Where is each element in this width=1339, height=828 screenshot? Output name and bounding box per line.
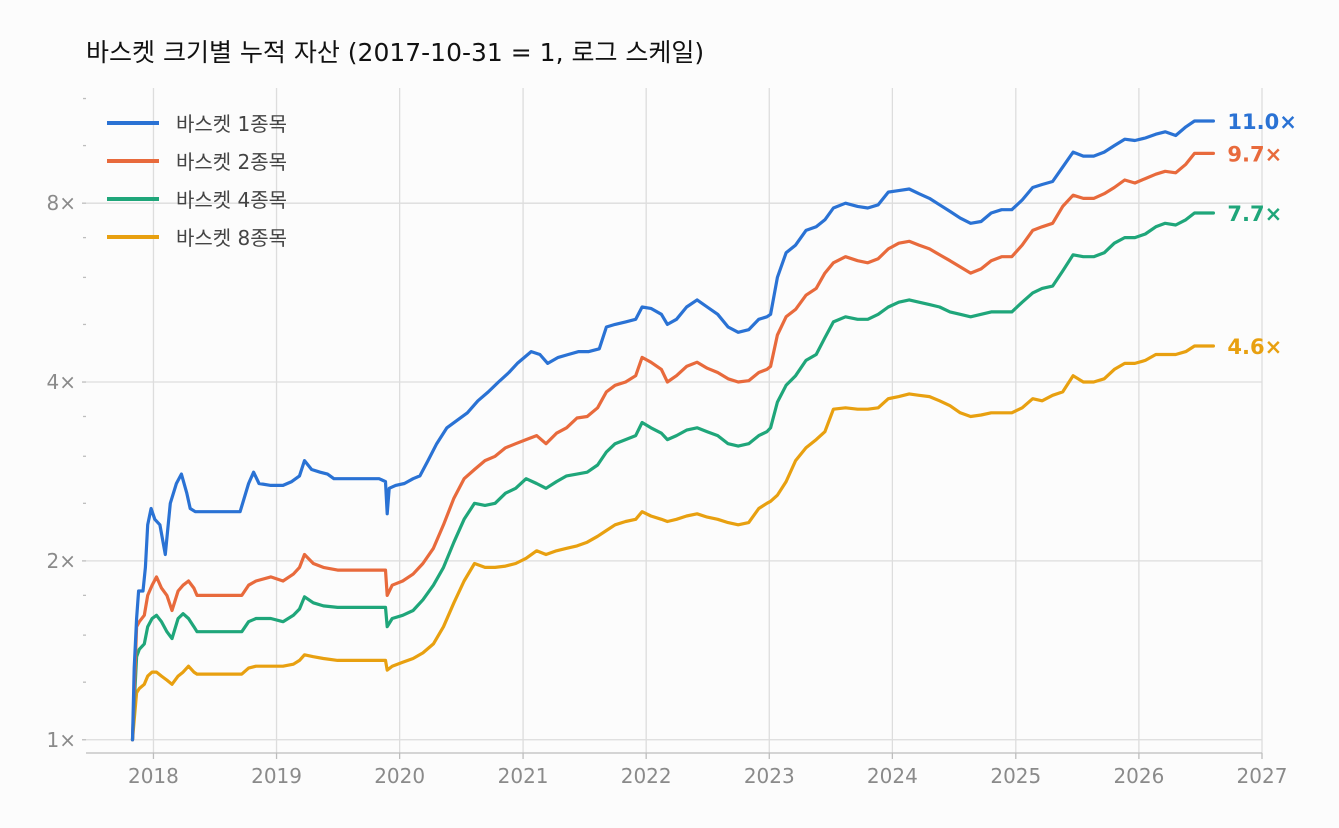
x-tick-label: 2024 xyxy=(867,764,918,788)
legend-label: 바스켓 1종목 xyxy=(176,112,287,136)
series-line xyxy=(130,151,1215,742)
series-line xyxy=(130,119,1215,742)
legend-label: 바스켓 2종목 xyxy=(176,150,287,174)
x-tick-label: 2018 xyxy=(128,764,179,788)
legend-label: 바스켓 4종목 xyxy=(176,188,287,212)
x-tick-label: 2019 xyxy=(251,764,302,788)
series-line xyxy=(130,211,1215,742)
series-end-label: 7.7× xyxy=(1227,202,1282,226)
legend-label: 바스켓 8종목 xyxy=(176,226,287,250)
series-lines xyxy=(130,119,1215,742)
y-tick-label: 4× xyxy=(47,370,76,394)
end-labels: 11.0× 9.7× 7.7× 4.6× xyxy=(1227,110,1296,359)
series-end-label: 4.6× xyxy=(1227,335,1282,359)
series-line xyxy=(130,344,1215,742)
y-tick-label: 2× xyxy=(47,549,76,573)
x-tick-label: 2026 xyxy=(1113,764,1164,788)
series-end-label: 9.7× xyxy=(1227,142,1282,166)
y-tick-label: 1× xyxy=(47,728,76,752)
x-tick-label: 2025 xyxy=(990,764,1041,788)
axes: 2018 2019 2020 2021 2022 2023 2024 2025 2026 2027… xyxy=(47,97,1288,788)
x-tick-label: 2027 xyxy=(1237,764,1288,788)
y-tick-label: 8× xyxy=(47,191,76,215)
x-tick-label: 2020 xyxy=(374,764,425,788)
x-tick-label: 2022 xyxy=(621,764,672,788)
series-end-label: 11.0× xyxy=(1227,110,1296,134)
chart-title: 바스켓 크기별 누적 자산 (2017-10-31 = 1, 로그 스케일) xyxy=(86,38,704,67)
x-tick-label: 2021 xyxy=(498,764,549,788)
x-tick-label: 2023 xyxy=(744,764,795,788)
